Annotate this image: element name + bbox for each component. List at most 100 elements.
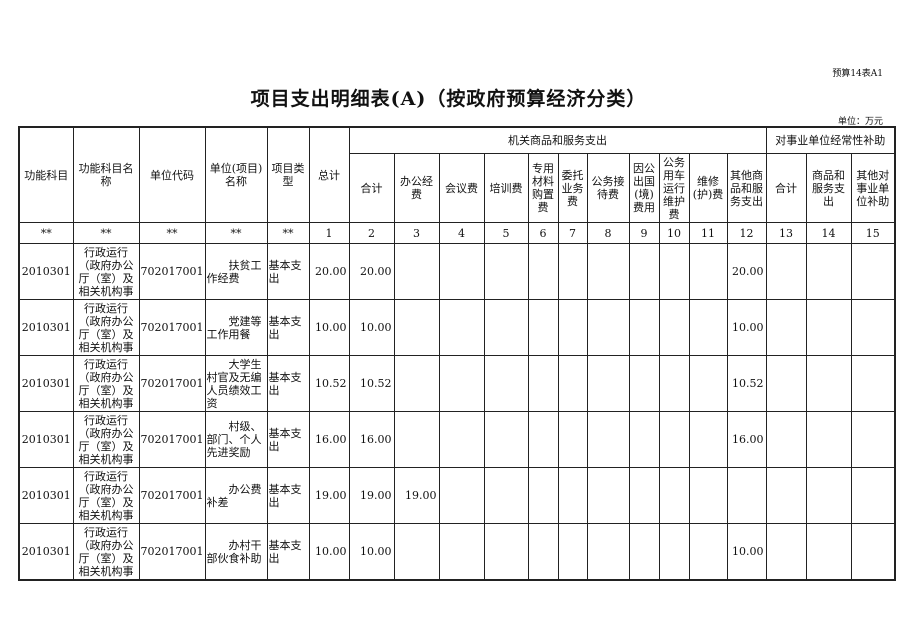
commission-cell xyxy=(557,467,588,524)
unit-code-cell: 702017001 xyxy=(138,411,206,468)
func-name-cell: 行政运行（政府办公厅（室）及相关机构事 xyxy=(72,243,140,300)
subsidy-goods-cell xyxy=(805,243,852,300)
office-expense-cell xyxy=(393,299,440,356)
column-number: ** xyxy=(204,222,268,244)
total-cell: 20.00 xyxy=(308,243,350,300)
column-number: 12 xyxy=(726,222,767,244)
repair-cell xyxy=(688,411,728,468)
meeting-cell xyxy=(438,243,485,300)
commission-cell xyxy=(557,355,588,412)
func-name-text: 行政运行（政府办公厅（室）及相关机构事 xyxy=(78,525,134,578)
header-sub-column: 其他商品和服务支出 xyxy=(726,153,767,223)
func-code-cell: 2010301 xyxy=(18,299,74,356)
abroad-cell xyxy=(628,411,660,468)
total-cell: 10.00 xyxy=(308,299,350,356)
project-type-cell: 基本支出 xyxy=(266,411,310,468)
other-goods-cell: 10.52 xyxy=(726,355,767,412)
repair-cell xyxy=(688,243,728,300)
office-expense-cell xyxy=(393,523,440,581)
column-number: 5 xyxy=(483,222,529,244)
header-sub-column: 会议费 xyxy=(438,153,485,223)
header-unit-code: 单位代码 xyxy=(138,126,206,223)
header-sub-column: 其他对事业单位补助 xyxy=(850,153,896,223)
total-cell: 10.52 xyxy=(308,355,350,412)
office-expense-cell: 19.00 xyxy=(393,467,440,524)
reception-cell xyxy=(586,243,630,300)
subsidy-goods-cell xyxy=(805,411,852,468)
subsidy-sum-cell xyxy=(765,523,807,581)
repair-cell xyxy=(688,467,728,524)
training-cell xyxy=(483,355,529,412)
header-sub-column: 合计 xyxy=(348,153,395,223)
goods-sum-cell: 10.52 xyxy=(348,355,395,412)
materials-cell xyxy=(527,411,559,468)
header-sub-column: 办公经费 xyxy=(393,153,440,223)
func-name-text: 行政运行（政府办公厅（室）及相关机构事 xyxy=(78,357,134,410)
reception-cell xyxy=(586,467,630,524)
training-cell xyxy=(483,523,529,581)
header-group-goods-services: 机关商品和服务支出 xyxy=(348,126,767,154)
repair-cell xyxy=(688,355,728,412)
column-number: 10 xyxy=(658,222,690,244)
header-sub-column: 专用材料购置费 xyxy=(527,153,559,223)
table-row: 2010301 行政运行（政府办公厅（室）及相关机构事 702017001 村级、部门… xyxy=(18,411,896,468)
header-sub-column: 维修(护)费 xyxy=(688,153,728,223)
materials-cell xyxy=(527,467,559,524)
unit-code-cell: 702017001 xyxy=(138,355,206,412)
vehicle-cell xyxy=(658,355,690,412)
subsidy-sum-cell xyxy=(765,355,807,412)
column-number: 9 xyxy=(628,222,660,244)
project-name-cell: 办公费补差 xyxy=(204,467,268,524)
column-number: 4 xyxy=(438,222,485,244)
column-number: ** xyxy=(18,222,74,244)
func-code-cell: 2010301 xyxy=(18,243,74,300)
table-row: 2010301 行政运行（政府办公厅（室）及相关机构事 702017001 大学生村官… xyxy=(18,355,896,412)
meeting-cell xyxy=(438,411,485,468)
subsidy-sum-cell xyxy=(765,243,807,300)
header-sub-column: 培训费 xyxy=(483,153,529,223)
header-sub-column: 商品和服务支出 xyxy=(805,153,852,223)
subsidy-sum-cell xyxy=(765,411,807,468)
header-func-name: 功能科目名称 xyxy=(72,126,140,223)
subsidy-goods-cell xyxy=(805,467,852,524)
column-number: ** xyxy=(72,222,140,244)
header-sub-column: 公务接待费 xyxy=(586,153,630,223)
unit-label: 单位：万元 xyxy=(837,117,883,127)
reception-cell xyxy=(586,523,630,581)
column-number: 15 xyxy=(850,222,896,244)
column-number: 6 xyxy=(527,222,559,244)
subsidy-other-cell xyxy=(850,299,896,356)
func-name-cell: 行政运行（政府办公厅（室）及相关机构事 xyxy=(72,467,140,524)
func-name-text: 行政运行（政府办公厅（室）及相关机构事 xyxy=(78,301,134,354)
total-cell: 19.00 xyxy=(308,467,350,524)
meeting-cell xyxy=(438,355,485,412)
abroad-cell xyxy=(628,467,660,524)
project-name-cell: 党建等工作用餐 xyxy=(204,299,268,356)
total-cell: 10.00 xyxy=(308,523,350,581)
project-name-cell: 扶贫工作经费 xyxy=(204,243,268,300)
abroad-cell xyxy=(628,523,660,581)
subsidy-other-cell xyxy=(850,523,896,581)
training-cell xyxy=(483,299,529,356)
header-sub-column: 合计 xyxy=(765,153,807,223)
subsidy-other-cell xyxy=(850,355,896,412)
vehicle-cell xyxy=(658,467,690,524)
document-code: 预算14表A1 xyxy=(832,69,883,79)
func-name-text: 行政运行（政府办公厅（室）及相关机构事 xyxy=(78,413,134,466)
commission-cell xyxy=(557,411,588,468)
table-row: 2010301 行政运行（政府办公厅（室）及相关机构事 702017001 党建等工作… xyxy=(18,299,896,356)
other-goods-cell: 20.00 xyxy=(726,243,767,300)
subsidy-goods-cell xyxy=(805,355,852,412)
project-type-cell: 基本支出 xyxy=(266,299,310,356)
meeting-cell xyxy=(438,467,485,524)
header-sub-column: 委托业务费 xyxy=(557,153,588,223)
vehicle-cell xyxy=(658,299,690,356)
column-number: 11 xyxy=(688,222,728,244)
func-code-cell: 2010301 xyxy=(18,467,74,524)
subsidy-other-cell xyxy=(850,467,896,524)
subsidy-sum-cell xyxy=(765,467,807,524)
header-sub-column: 因公出国(境)费用 xyxy=(628,153,660,223)
header-project-type: 项目类型 xyxy=(266,126,310,223)
goods-sum-cell: 19.00 xyxy=(348,467,395,524)
vehicle-cell xyxy=(658,243,690,300)
